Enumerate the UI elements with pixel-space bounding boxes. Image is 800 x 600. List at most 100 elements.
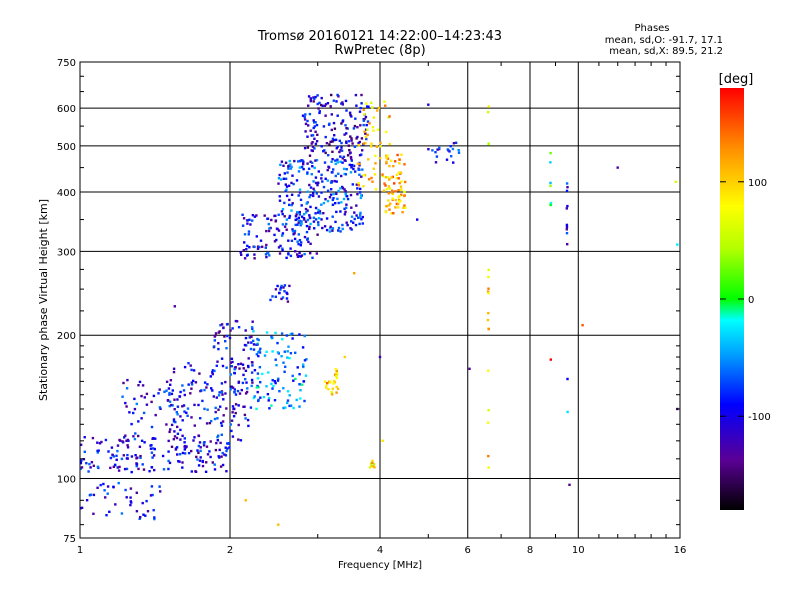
data-point (282, 387, 285, 390)
data-point (315, 192, 318, 195)
data-point (314, 212, 317, 215)
data-point (303, 399, 306, 403)
data-point (335, 385, 338, 389)
data-point (187, 383, 190, 386)
data-point (298, 333, 301, 336)
data-point (331, 203, 335, 206)
data-point (128, 411, 131, 414)
data-point (150, 444, 153, 447)
data-point (217, 331, 220, 334)
data-point (212, 395, 215, 398)
data-point (386, 176, 390, 179)
data-point (257, 386, 260, 389)
data-point (360, 175, 363, 178)
data-point (220, 455, 223, 458)
data-point (157, 392, 160, 395)
data-point (108, 510, 111, 513)
data-point (205, 386, 208, 389)
data-point (350, 157, 353, 160)
data-point (330, 160, 333, 163)
data-point (566, 377, 569, 381)
data-point (130, 455, 134, 458)
data-point (247, 230, 251, 233)
data-point (674, 180, 678, 184)
data-point (139, 456, 142, 459)
data-point (253, 245, 256, 249)
data-point (487, 275, 490, 279)
data-point (450, 155, 453, 158)
data-point (216, 417, 219, 420)
data-point (268, 254, 271, 257)
data-point (324, 135, 327, 139)
data-point (311, 145, 315, 148)
data-point (328, 143, 331, 146)
data-point (301, 159, 304, 162)
data-point (126, 438, 129, 442)
data-point (396, 153, 399, 157)
data-point (294, 218, 297, 222)
data-point (352, 127, 356, 130)
data-point (222, 398, 225, 401)
data-point (311, 256, 314, 259)
data-point (270, 335, 273, 338)
data-point (356, 187, 359, 190)
data-point (281, 223, 285, 226)
data-point (271, 379, 274, 382)
data-point (217, 347, 220, 351)
data-point (255, 214, 258, 217)
data-point (306, 238, 309, 241)
data-point (244, 417, 247, 420)
data-point (357, 168, 360, 171)
data-point (312, 100, 315, 103)
data-point (208, 421, 212, 425)
data-point (215, 364, 218, 367)
data-point (337, 229, 340, 232)
data-point (302, 380, 305, 383)
data-point (209, 440, 212, 443)
data-point (312, 126, 315, 130)
data-point (194, 470, 198, 473)
data-point (250, 341, 253, 344)
data-point (285, 218, 289, 221)
data-point (361, 222, 364, 225)
data-point (487, 466, 490, 469)
data-point (309, 98, 313, 101)
data-point (337, 172, 340, 175)
data-point (133, 397, 136, 401)
data-point (153, 516, 156, 519)
data-point (368, 466, 372, 469)
data-point (387, 199, 390, 202)
data-point (233, 388, 236, 391)
data-point (244, 499, 247, 502)
x-tick-label: 4 (377, 545, 383, 556)
data-point (326, 189, 330, 192)
data-point (331, 171, 334, 174)
data-point (362, 185, 365, 188)
data-point (130, 422, 133, 426)
data-point (349, 171, 353, 174)
data-point (145, 392, 149, 396)
data-point (549, 161, 552, 164)
data-point (335, 371, 339, 374)
data-point (486, 318, 490, 322)
data-point (173, 435, 177, 438)
data-point (309, 252, 312, 255)
data-point (178, 453, 182, 456)
data-point (314, 159, 317, 162)
axes: 1 2 4 6 8 10 16 75 100 200 300 400 500 600 750 (57, 58, 686, 556)
data-point (201, 464, 205, 468)
data-point (309, 160, 312, 163)
data-point (213, 417, 217, 421)
data-point (329, 225, 332, 228)
data-point (277, 246, 281, 249)
data-point (237, 423, 240, 427)
data-point (291, 202, 294, 205)
data-point (311, 161, 314, 164)
data-point (79, 507, 82, 510)
data-point (358, 110, 362, 113)
data-point (182, 389, 186, 392)
data-point (372, 167, 375, 170)
data-point (359, 213, 362, 216)
data-point (89, 493, 93, 496)
data-point (304, 374, 308, 377)
